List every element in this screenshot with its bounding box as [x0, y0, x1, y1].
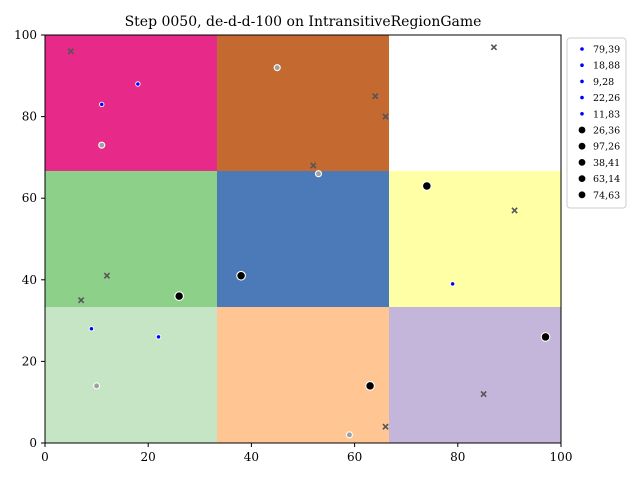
legend-entry-6: 97,26 — [578, 142, 620, 153]
legend-marker-black — [578, 126, 586, 134]
y-tick-label-40: 40 — [22, 273, 37, 287]
blue-point-3 — [155, 334, 162, 340]
chart-title: Step 0050, de-d-d-100 on IntransitiveReg… — [125, 14, 482, 30]
plot-area: 0 20 40 60 80 100 0 20 40 60 80 100 — [14, 28, 572, 464]
legend-marker-black — [578, 142, 586, 150]
black-point-2 — [236, 270, 246, 281]
legend-label: 74,63 — [593, 190, 620, 201]
legend-entry-9: 74,63 — [578, 190, 620, 201]
legend-marker-blue — [580, 112, 584, 116]
x-marker-5 — [511, 207, 518, 214]
legend-label: 97,26 — [593, 142, 620, 153]
legend-marker-blue — [580, 95, 584, 100]
y-tick-label-20: 20 — [22, 354, 37, 368]
x-marker-stroke — [511, 207, 518, 214]
y-tick-label-60: 60 — [22, 191, 37, 205]
legend-label: 38,41 — [593, 158, 620, 169]
x-tick-label-100: 100 — [550, 450, 573, 464]
x-marker-stroke — [480, 390, 487, 398]
y-tick-label-80: 80 — [22, 110, 37, 124]
x-marker-0 — [67, 48, 74, 55]
legend-marker-blue — [580, 47, 584, 51]
legend-entry-1: 18,88 — [580, 61, 620, 72]
legend-label: 18,88 — [593, 61, 620, 72]
gray-point-0 — [98, 141, 106, 149]
legend-entry-8: 63,14 — [578, 174, 620, 185]
x-marker-stroke — [103, 272, 111, 279]
gray-point-2 — [314, 170, 323, 178]
x-marker-stroke — [372, 93, 379, 100]
x-marker-2 — [372, 93, 379, 100]
legend-label: 63,14 — [593, 174, 620, 185]
region-4 — [216, 170, 390, 308]
blue-point-0 — [449, 281, 456, 287]
legend-label: 11,83 — [593, 109, 620, 120]
x-marker-7 — [77, 297, 85, 304]
x-marker-4 — [310, 162, 317, 169]
legend-entry-3: 22,26 — [580, 93, 620, 104]
blue-point-2 — [88, 326, 95, 332]
blue-point-4 — [99, 101, 105, 108]
x-marker-1 — [490, 44, 498, 51]
legend: 79,39 18,88 9,28 22,26 11,83 26,36 97,26 38,41 6… — [566, 37, 627, 209]
x-marker-stroke — [310, 162, 317, 169]
x-marker-6 — [103, 272, 111, 279]
x-marker-stroke — [382, 113, 389, 120]
region-2 — [389, 35, 561, 171]
blue-point-1 — [135, 81, 141, 87]
axes-frame — [44, 34, 562, 444]
legend-label: 79,39 — [593, 45, 620, 56]
x-marker-stroke — [77, 297, 85, 304]
legend-marker-black — [578, 191, 586, 199]
legend-entry-0: 79,39 — [580, 45, 620, 56]
black-point-1 — [540, 332, 551, 342]
gray-point-3 — [93, 382, 101, 390]
legend-entry-2: 9,28 — [580, 77, 614, 88]
x-marker-3 — [382, 113, 389, 120]
region-8 — [389, 307, 561, 443]
x-marker-stroke — [67, 48, 74, 55]
legend-label: 22,26 — [593, 93, 620, 104]
legend-label: 9,28 — [593, 77, 614, 88]
legend-entry-5: 26,36 — [578, 126, 620, 137]
x-marker-stroke — [382, 423, 389, 430]
black-point-0 — [174, 291, 185, 301]
black-point-3 — [365, 381, 375, 391]
region-1 — [216, 35, 390, 171]
x-marker-stroke — [490, 44, 498, 51]
black-point-4 — [421, 181, 432, 191]
x-tick-label-0: 0 — [41, 450, 49, 464]
region-5 — [389, 170, 561, 308]
x-tick-label-80: 80 — [450, 450, 465, 464]
legend-entry-7: 38,41 — [578, 158, 620, 169]
legend-marker-blue — [580, 63, 584, 67]
gray-point-4 — [345, 431, 353, 439]
x-tick-label-60: 60 — [347, 450, 362, 464]
y-tick-label-0: 0 — [29, 436, 37, 450]
gray-point-1 — [273, 64, 281, 72]
x-marker-8 — [480, 390, 487, 398]
legend-entry-4: 11,83 — [580, 109, 620, 120]
region-7 — [216, 307, 390, 443]
y-tick-label-100: 100 — [14, 28, 37, 42]
x-tick-label-40: 40 — [244, 450, 259, 464]
region-6 — [45, 307, 217, 443]
x-tick-label-20: 20 — [141, 450, 156, 464]
legend-marker-black — [578, 175, 586, 183]
region-3 — [45, 170, 217, 308]
legend-marker-blue — [580, 79, 584, 84]
region-0 — [45, 35, 217, 171]
legend-label: 26,36 — [593, 126, 620, 137]
legend-marker-black — [578, 159, 586, 166]
x-marker-9 — [382, 423, 389, 430]
